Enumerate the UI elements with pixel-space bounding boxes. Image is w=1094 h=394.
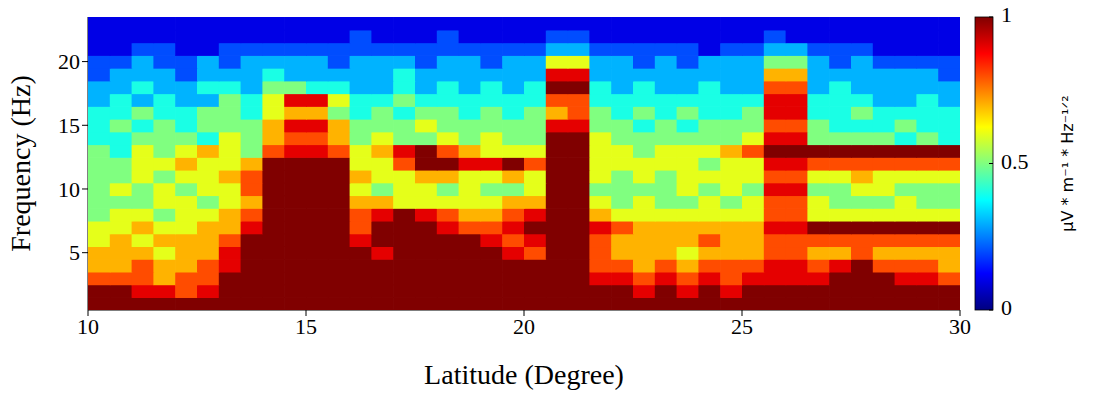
svg-text:μV * m⁻¹ * Hz⁻¹ᐟ²: μV * m⁻¹ * Hz⁻¹ᐟ²: [1058, 95, 1077, 231]
svg-text:1: 1: [1001, 2, 1012, 27]
svg-text:10: 10: [58, 177, 80, 202]
svg-text:5: 5: [69, 240, 80, 265]
svg-text:15: 15: [295, 314, 317, 339]
svg-text:10: 10: [77, 314, 99, 339]
svg-text:0.5: 0.5: [1001, 149, 1029, 174]
svg-text:20: 20: [513, 314, 535, 339]
svg-text:20: 20: [58, 49, 80, 74]
svg-text:Latitude (Degree): Latitude (Degree): [424, 359, 624, 390]
svg-text:25: 25: [731, 314, 753, 339]
svg-text:30: 30: [949, 314, 971, 339]
svg-text:0: 0: [1001, 295, 1012, 320]
svg-text:15: 15: [58, 113, 80, 138]
svg-text:Frequency (Hz): Frequency (Hz): [5, 75, 36, 251]
